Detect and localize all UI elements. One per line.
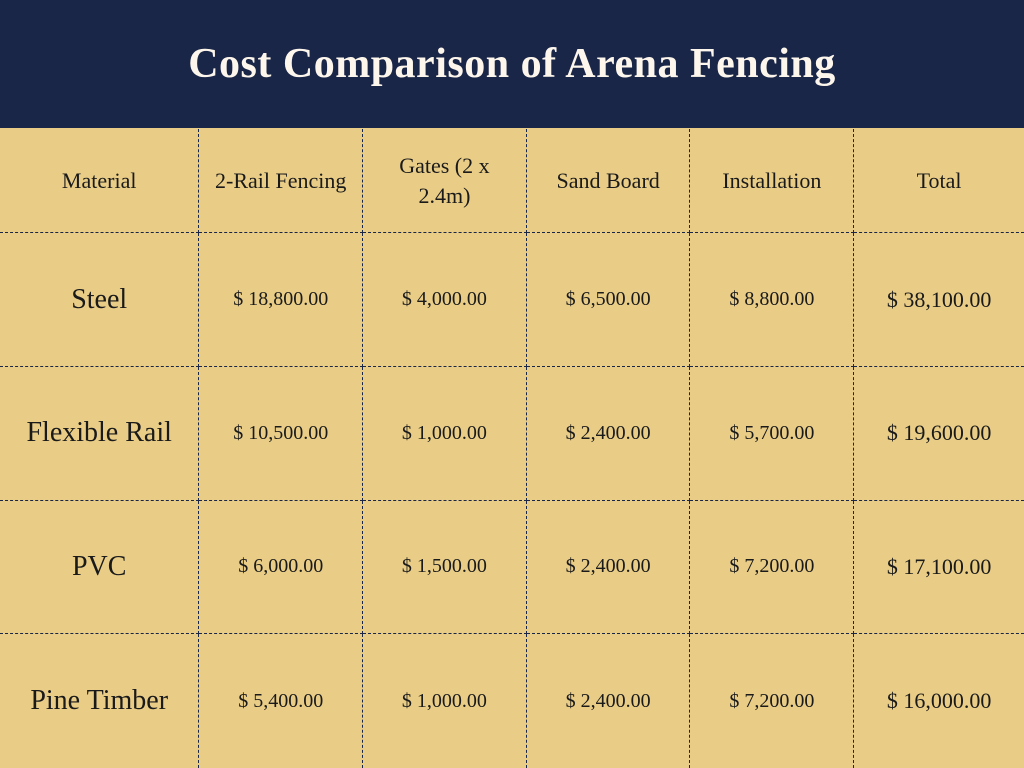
value-text: $ 6,500.00 <box>566 286 651 313</box>
total-text: $ 16,000.00 <box>887 686 992 716</box>
table-header-label: Gates (2 x 2.4m) <box>373 151 516 210</box>
value-text: $ 18,800.00 <box>233 286 328 313</box>
value-text: $ 5,700.00 <box>729 420 814 447</box>
table-header-cell: Material <box>0 129 199 233</box>
value-text: $ 7,200.00 <box>729 553 814 580</box>
value-cell: $ 1,000.00 <box>363 367 527 501</box>
value-cell: $ 18,800.00 <box>199 233 363 367</box>
page-title: Cost Comparison of Arena Fencing <box>0 0 1024 128</box>
material-cell: PVC <box>0 501 199 635</box>
material-name: Pine Timber <box>30 682 168 720</box>
page-title-text: Cost Comparison of Arena Fencing <box>188 40 836 88</box>
total-cell: $ 16,000.00 <box>854 634 1024 768</box>
table-header-cell: Total <box>854 129 1024 233</box>
value-cell: $ 4,000.00 <box>363 233 527 367</box>
material-cell: Steel <box>0 233 199 367</box>
value-cell: $ 8,800.00 <box>690 233 854 367</box>
value-text: $ 6,000.00 <box>238 553 323 580</box>
value-cell: $ 5,400.00 <box>199 634 363 768</box>
value-text: $ 1,500.00 <box>402 553 487 580</box>
table-header-label: Total <box>917 166 962 196</box>
value-cell: $ 1,500.00 <box>363 501 527 635</box>
value-text: $ 5,400.00 <box>238 688 323 715</box>
total-cell: $ 19,600.00 <box>854 367 1024 501</box>
value-text: $ 10,500.00 <box>233 420 328 447</box>
page-root: Cost Comparison of Arena Fencing Materia… <box>0 0 1024 768</box>
table-header-label: Sand Board <box>557 166 660 196</box>
value-text: $ 1,000.00 <box>402 420 487 447</box>
material-name: PVC <box>72 548 126 586</box>
value-cell: $ 7,200.00 <box>690 501 854 635</box>
value-cell: $ 6,500.00 <box>527 233 691 367</box>
value-text: $ 7,200.00 <box>729 688 814 715</box>
table-row: PVC $ 6,000.00 $ 1,500.00 $ 2,400.00 $ 7,200… <box>0 501 1024 635</box>
total-cell: $ 38,100.00 <box>854 233 1024 367</box>
total-text: $ 17,100.00 <box>887 552 992 582</box>
value-cell: $ 5,700.00 <box>690 367 854 501</box>
value-cell: $ 2,400.00 <box>527 501 691 635</box>
table-header-label: 2-Rail Fencing <box>215 166 346 196</box>
material-name: Steel <box>71 281 127 319</box>
value-text: $ 4,000.00 <box>402 286 487 313</box>
table-header-cell: Gates (2 x 2.4m) <box>363 129 527 233</box>
value-cell: $ 2,400.00 <box>527 367 691 501</box>
table-header-cell: 2-Rail Fencing <box>199 129 363 233</box>
value-cell: $ 10,500.00 <box>199 367 363 501</box>
table-row: Flexible Rail $ 10,500.00 $ 1,000.00 $ 2,40… <box>0 367 1024 501</box>
table-row: Steel $ 18,800.00 $ 4,000.00 $ 6,500.00 $ 8,… <box>0 233 1024 367</box>
table-header-row: Material 2-Rail Fencing Gates (2 x 2.4m) Sa… <box>0 129 1024 233</box>
value-cell: $ 6,000.00 <box>199 501 363 635</box>
value-text: $ 2,400.00 <box>566 688 651 715</box>
table-header-cell: Installation <box>690 129 854 233</box>
total-text: $ 38,100.00 <box>887 285 992 315</box>
material-name: Flexible Rail <box>26 414 171 452</box>
value-cell: $ 2,400.00 <box>527 634 691 768</box>
value-text: $ 2,400.00 <box>566 420 651 447</box>
table-header-label: Material <box>62 166 137 196</box>
value-text: $ 2,400.00 <box>566 553 651 580</box>
material-cell: Pine Timber <box>0 634 199 768</box>
table-header-label: Installation <box>722 166 821 196</box>
total-cell: $ 17,100.00 <box>854 501 1024 635</box>
material-cell: Flexible Rail <box>0 367 199 501</box>
table-row: Pine Timber $ 5,400.00 $ 1,000.00 $ 2,400.0… <box>0 634 1024 768</box>
comparison-table: Material 2-Rail Fencing Gates (2 x 2.4m) Sa… <box>0 128 1024 768</box>
value-cell: $ 7,200.00 <box>690 634 854 768</box>
table-header-cell: Sand Board <box>527 129 691 233</box>
value-text: $ 1,000.00 <box>402 688 487 715</box>
total-text: $ 19,600.00 <box>887 418 992 448</box>
value-text: $ 8,800.00 <box>729 286 814 313</box>
value-cell: $ 1,000.00 <box>363 634 527 768</box>
